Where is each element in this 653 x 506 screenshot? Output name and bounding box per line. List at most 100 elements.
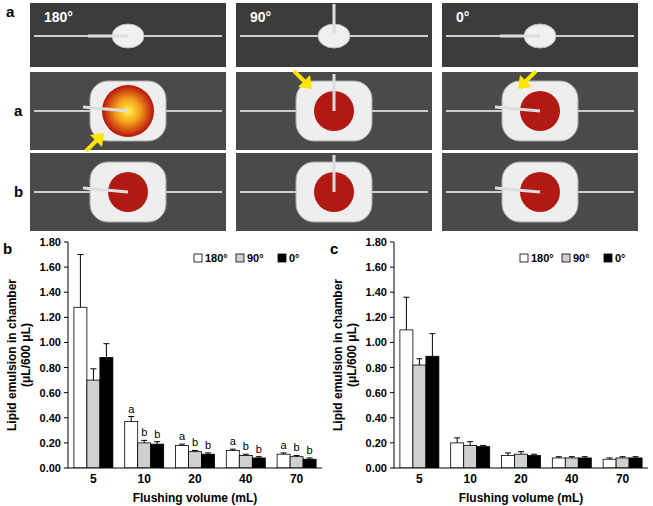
error-line	[80, 255, 81, 308]
tick	[64, 392, 68, 393]
error-cap	[179, 444, 185, 445]
error-bar	[416, 359, 422, 365]
error-cap	[505, 452, 511, 453]
tick-label: 40	[565, 472, 579, 486]
error-bar	[505, 453, 511, 456]
legend: 180°90°0°	[194, 252, 300, 264]
error-bar	[569, 457, 575, 458]
legend-swatch	[604, 254, 612, 262]
error-cap	[429, 333, 435, 334]
bar	[87, 380, 100, 468]
row-label: a	[14, 102, 23, 119]
bar	[151, 444, 164, 468]
tick	[390, 317, 394, 318]
bar	[464, 445, 477, 468]
error-bar	[403, 297, 409, 330]
error-cap	[230, 449, 236, 450]
needle	[333, 74, 336, 111]
tick-label: 10	[138, 472, 152, 486]
y-axis	[394, 242, 395, 468]
error-line	[419, 359, 420, 365]
needle	[333, 155, 336, 192]
annotation: b	[256, 443, 262, 455]
bar	[515, 454, 528, 468]
bar	[552, 458, 565, 468]
bar	[629, 458, 642, 468]
legend-label: 90°	[573, 252, 590, 264]
photo	[442, 153, 638, 231]
axis-label: Flushing volume (mL)	[459, 491, 584, 505]
photo	[236, 72, 432, 150]
error-bar	[633, 457, 639, 458]
tick	[390, 442, 394, 443]
error-bar	[179, 444, 185, 445]
error-cap	[620, 456, 626, 457]
error-line	[406, 297, 407, 330]
error-bar	[77, 255, 83, 308]
annotation: b	[294, 441, 300, 453]
tube	[446, 191, 502, 193]
tick	[390, 468, 394, 469]
legend-swatch	[278, 254, 286, 262]
tick-label: 1.60	[40, 261, 61, 273]
error-bar	[429, 334, 435, 357]
bar	[226, 450, 239, 468]
bar	[100, 358, 113, 468]
error-line	[131, 417, 132, 422]
tick-label: 1.40	[40, 286, 61, 298]
error-cap	[531, 454, 537, 455]
axis-label-line: (μL/600 μL)	[345, 323, 359, 387]
tube	[34, 35, 222, 37]
error-bar	[128, 417, 134, 422]
annotation: a	[230, 435, 237, 447]
needle	[495, 188, 540, 192]
photo	[30, 72, 226, 150]
error-cap	[416, 358, 422, 359]
tick-label: 1.20	[40, 311, 61, 323]
error-line	[93, 369, 94, 380]
tick	[64, 468, 68, 469]
tube	[240, 191, 296, 193]
tick-label: 1.60	[366, 261, 387, 273]
error-bar	[620, 457, 626, 458]
photo	[442, 3, 638, 67]
chart: b0.000.200.400.600.801.001.201.401.601.8…	[3, 236, 322, 505]
tick	[64, 317, 68, 318]
bar	[578, 458, 591, 468]
error-bar	[582, 457, 588, 458]
bar	[451, 443, 464, 468]
bar	[239, 455, 252, 468]
annotation: b	[154, 428, 160, 440]
tick	[390, 342, 394, 343]
error-bar	[243, 454, 249, 455]
tick-label: 0.40	[40, 412, 61, 424]
legend: 180°90°0°	[520, 252, 626, 264]
tube	[240, 110, 296, 112]
tick	[64, 342, 68, 343]
error-bar	[556, 457, 562, 458]
bar	[202, 454, 215, 468]
axis-label-line: (μL/600 μL)	[19, 323, 33, 387]
legend-label: 180°	[205, 252, 228, 264]
bar	[176, 445, 189, 468]
tick-label: 0.80	[40, 362, 61, 374]
error-cap	[103, 343, 109, 344]
plot-area	[400, 297, 642, 468]
annotation: a	[128, 403, 135, 415]
tick-label: 5	[416, 472, 423, 486]
axis-label: Lipid emulsion in chamber(μL/600 μL)	[5, 279, 33, 431]
bar	[616, 458, 629, 468]
error-cap	[154, 441, 160, 442]
bar	[400, 330, 413, 468]
error-cap	[556, 456, 562, 457]
tick-label: 1.80	[366, 236, 387, 248]
arrow-shaft	[524, 71, 536, 83]
tick	[390, 367, 394, 368]
error-line	[432, 334, 433, 357]
error-bar	[256, 457, 262, 458]
tick	[64, 417, 68, 418]
error-bar	[607, 458, 613, 459]
tube	[446, 110, 502, 112]
bar	[74, 307, 87, 468]
tube	[166, 110, 222, 112]
